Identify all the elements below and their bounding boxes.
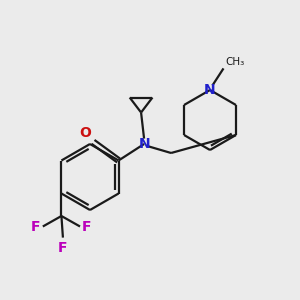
Text: F: F (31, 220, 41, 234)
Text: F: F (82, 220, 92, 234)
Text: N: N (204, 83, 216, 97)
Text: CH₃: CH₃ (225, 57, 244, 67)
Text: N: N (138, 137, 150, 151)
Text: F: F (58, 241, 68, 255)
Text: O: O (79, 126, 91, 140)
